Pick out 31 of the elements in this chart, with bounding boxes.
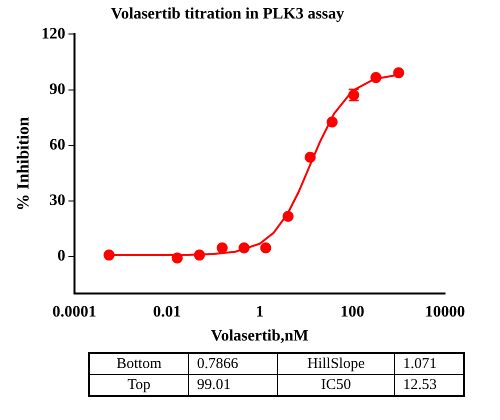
point (216, 242, 228, 254)
text: Bottom (89, 353, 188, 374)
text: 1.071 (394, 353, 464, 374)
x-tick-label: 1 (256, 303, 264, 320)
x-tick-label: 100 (340, 303, 364, 320)
text: Top (89, 374, 188, 396)
point (260, 242, 272, 254)
text: HillSlope (278, 353, 394, 374)
text: 12.53 (394, 374, 464, 396)
y-tick-label: 90 (49, 80, 66, 98)
text: 99.01 (188, 374, 278, 396)
x-axis-title: Volasertib,nM (210, 328, 309, 345)
chart-title: Volasertib titration in PLK3 assay (110, 6, 344, 23)
y-tick-label: 30 (49, 192, 66, 210)
point (194, 250, 205, 261)
x-tick-label: 10000 (425, 303, 465, 320)
x-tick-label: 0.01 (153, 303, 182, 320)
point (304, 152, 316, 163)
y-axis-title: % Inhibition (14, 116, 33, 211)
y-tick-label: 60 (49, 136, 66, 154)
point (282, 210, 294, 222)
x-tick-label: 0.0001 (52, 303, 96, 320)
text: IC50 (278, 374, 394, 396)
point (238, 242, 250, 254)
y-tick-label: 120 (41, 25, 66, 42)
text: 0.7866 (188, 353, 278, 374)
point (370, 72, 382, 84)
y-tick-label: 0 (57, 248, 66, 265)
point (393, 67, 404, 78)
point (326, 116, 338, 128)
point (172, 252, 183, 264)
